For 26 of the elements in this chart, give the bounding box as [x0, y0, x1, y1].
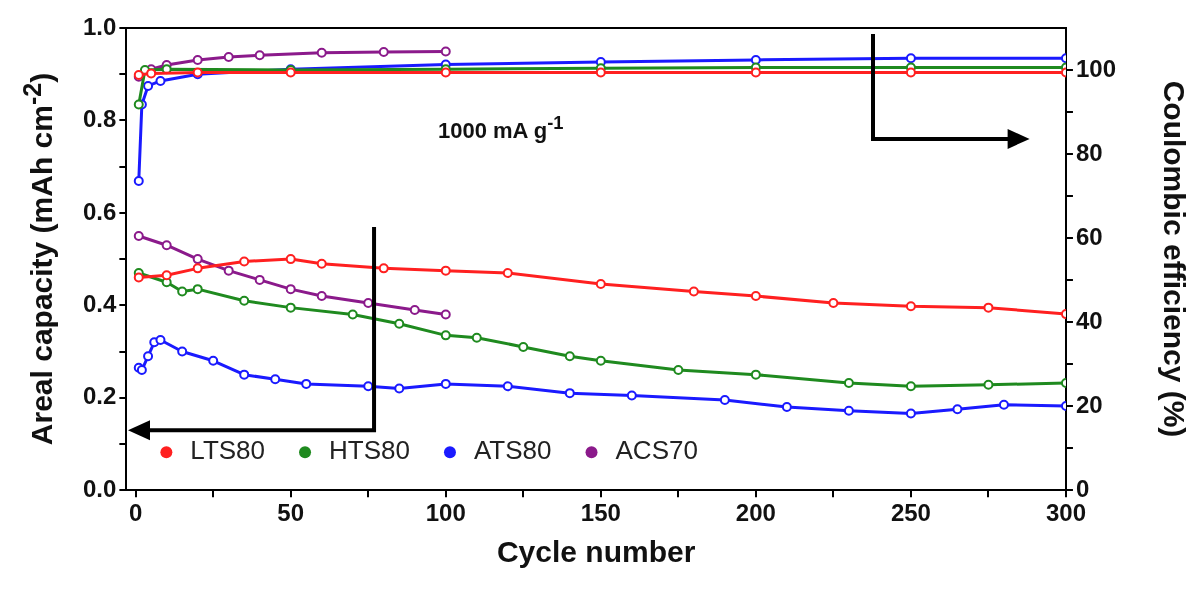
y-tick-label: 0.8: [82, 105, 117, 133]
y2-tick-label: 60: [1075, 222, 1103, 250]
x-tick-label: 300: [1045, 499, 1086, 527]
legend-label: HTS80: [329, 435, 410, 466]
x-axis-title: Cycle number: [496, 535, 696, 570]
y2-tick-label: 100: [1075, 54, 1116, 82]
annotation: 1000 mA g$^{-1}$: [437, 112, 564, 144]
y2-tick-label: 40: [1075, 306, 1103, 334]
x-tick-label: 50: [277, 499, 305, 527]
y2-tick-label: 20: [1075, 390, 1103, 418]
x-tick-label: 250: [890, 499, 931, 527]
x-tick-label: 200: [735, 499, 776, 527]
y-tick-label: 0.4: [82, 289, 117, 317]
y-tick-label: 0.2: [82, 382, 117, 410]
y2-axis-title: Coulombic efficiency (%): [1156, 80, 1189, 438]
x-tick-label: 0: [128, 499, 143, 527]
x-tick-label: 150: [580, 499, 621, 527]
x-tick-label: 100: [425, 499, 466, 527]
legend-label: LTS80: [190, 435, 266, 466]
y-tick-label: 0.0: [82, 474, 117, 502]
y2-tick-label: 0: [1075, 474, 1090, 502]
legend-label: ATS80: [473, 435, 552, 466]
y-tick-label: 1.0: [82, 12, 117, 40]
legend-label: ACS70: [615, 435, 698, 466]
y-tick-label: 0.6: [82, 197, 117, 225]
y2-tick-label: 80: [1075, 138, 1103, 166]
